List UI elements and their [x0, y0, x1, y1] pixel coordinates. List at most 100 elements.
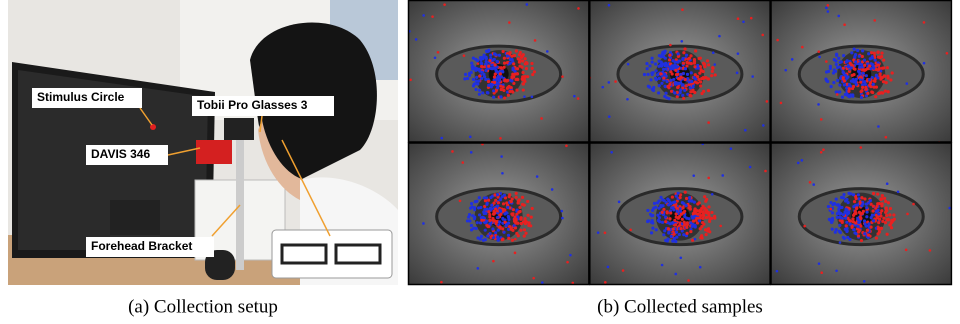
event-dot [478, 213, 481, 216]
event-dot [677, 217, 680, 220]
event-dot [511, 58, 514, 61]
noise-dot [463, 54, 466, 57]
event-dot [876, 63, 879, 66]
event-dot [650, 231, 653, 234]
event-dot [854, 60, 857, 63]
event-dot [676, 95, 679, 98]
event-dot [887, 90, 890, 93]
event-dot [685, 197, 688, 200]
event-dot [875, 210, 878, 213]
event-dot [881, 220, 884, 223]
event-dot [667, 231, 670, 234]
event-dot [675, 212, 678, 215]
event-dot [521, 196, 524, 199]
figure: Stimulus Circle Tobii Pro Glasses 3 DAVI… [0, 0, 960, 324]
event-dot [488, 219, 491, 222]
noise-dot [451, 150, 454, 153]
event-dot [679, 196, 682, 199]
event-dot [853, 231, 856, 234]
event-dot [705, 198, 708, 201]
event-dot [857, 193, 860, 196]
event-dot [493, 75, 496, 78]
event-dot [499, 197, 502, 200]
event-dot [847, 90, 850, 93]
noise-dot [514, 252, 517, 255]
event-dot [668, 58, 671, 61]
noise-dot [742, 20, 745, 23]
noise-dot [415, 38, 418, 41]
noise-dot [608, 4, 611, 7]
event-dot [844, 217, 847, 220]
noise-dot [692, 174, 695, 177]
event-dot [493, 58, 496, 61]
event-dot [872, 205, 875, 208]
event-dot [668, 217, 671, 220]
noise-dot [622, 269, 625, 272]
noise-dot [719, 225, 722, 228]
label-tobii: Tobii Pro Glasses 3 [197, 98, 308, 112]
noise-dot [492, 260, 495, 263]
event-dot [677, 52, 680, 55]
noise-dot [551, 188, 554, 191]
noise-dot [929, 249, 932, 252]
event-dot [884, 200, 887, 203]
event-dot [501, 50, 504, 53]
event-dot [497, 229, 500, 232]
event-dot [669, 79, 672, 82]
noise-dot [856, 217, 859, 220]
event-dot [678, 233, 681, 236]
event-dot [704, 76, 707, 79]
event-dot [838, 84, 841, 87]
event-dot [851, 217, 854, 220]
event-dot [700, 225, 703, 228]
event-dot [667, 97, 670, 100]
noise-dot [604, 232, 607, 235]
event-dot [865, 211, 868, 214]
event-dot [662, 233, 665, 236]
event-dot [651, 61, 654, 64]
event-dot [484, 212, 487, 215]
event-dot [491, 64, 494, 67]
noise-dot [661, 264, 664, 267]
event-dot [477, 79, 480, 82]
event-dot [664, 220, 667, 223]
event-dot [670, 90, 673, 93]
event-dot [853, 200, 856, 203]
noise-dot [712, 51, 715, 54]
event-dot [676, 82, 679, 85]
event-dot [675, 195, 678, 198]
event-dot [848, 222, 851, 225]
event-dot [885, 209, 888, 212]
event-dot [835, 198, 838, 201]
event-dot [691, 216, 694, 219]
event-dot [515, 89, 518, 92]
event-dot [481, 91, 484, 94]
event-dot [845, 221, 848, 224]
event-dot [700, 92, 703, 95]
event-dot [653, 202, 656, 205]
event-dot [702, 214, 705, 217]
noise-dot [812, 183, 815, 186]
event-dot [506, 54, 509, 57]
event-dot [489, 54, 492, 57]
event-dot [868, 64, 871, 67]
event-dot [656, 201, 659, 204]
event-dot [530, 62, 533, 65]
event-dot [494, 207, 497, 210]
event-dot [881, 194, 884, 197]
event-dot [884, 89, 887, 92]
event-dot [664, 239, 667, 242]
eye-sample [771, 143, 952, 286]
noise-dot [434, 56, 437, 59]
event-dot [866, 229, 869, 232]
noise-dot [531, 96, 534, 99]
event-dot [887, 201, 890, 204]
event-dot [832, 81, 835, 84]
noise-dot [827, 10, 830, 13]
event-dot [664, 62, 667, 65]
event-dot [866, 92, 869, 95]
noise-dot [713, 63, 716, 66]
event-dot [652, 89, 655, 92]
noise-dot [897, 190, 900, 193]
event-dot [499, 225, 502, 228]
